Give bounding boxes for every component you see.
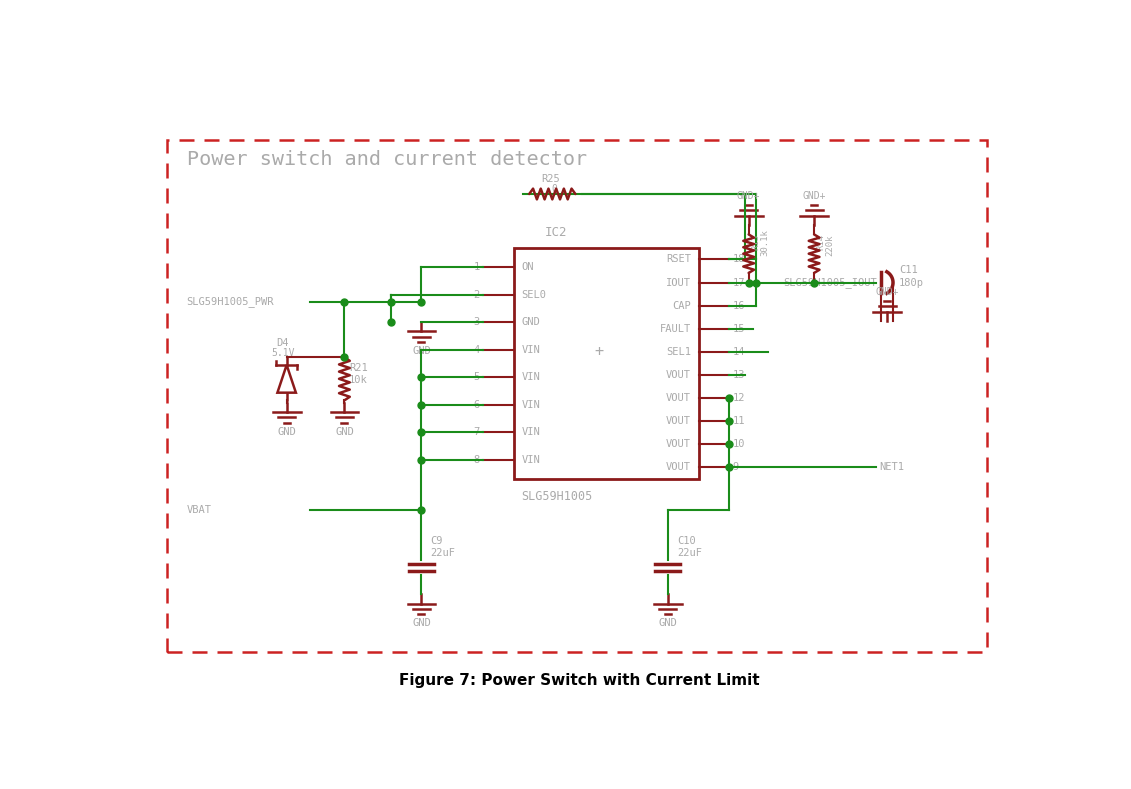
Text: IC2: IC2 [545,226,567,238]
Text: NET1: NET1 [880,462,905,473]
Text: 220k: 220k [826,234,835,256]
Text: VOUT: VOUT [666,393,691,403]
Text: 18: 18 [733,255,745,264]
Text: VIN: VIN [521,400,541,409]
Text: GND+: GND+ [737,191,760,201]
Text: FAULT: FAULT [659,323,691,334]
Text: +: + [594,344,603,359]
Text: GND: GND [521,317,541,327]
Text: 3: 3 [474,317,480,327]
Text: VOUT: VOUT [666,370,691,380]
Text: GND: GND [412,346,431,356]
Text: Power switch and current detector: Power switch and current detector [187,150,587,169]
Text: 6: 6 [474,400,480,409]
Text: D4: D4 [277,338,290,349]
Text: R21: R21 [349,363,368,373]
Text: 30.1k: 30.1k [760,229,769,256]
Text: 14: 14 [733,347,745,357]
Text: 16: 16 [733,301,745,311]
Text: C10: C10 [677,537,696,546]
Text: 7: 7 [474,427,480,437]
Text: 9: 9 [733,462,739,473]
Text: 15: 15 [733,323,745,334]
Text: 22uF: 22uF [431,548,456,558]
Text: 0: 0 [551,184,556,194]
Text: VOUT: VOUT [666,416,691,426]
Text: 10: 10 [733,439,745,449]
Text: 13: 13 [733,370,745,380]
Text: VIN: VIN [521,454,541,465]
Text: IOUT: IOUT [666,278,691,287]
Bar [513,248,699,479]
Text: R14: R14 [817,234,826,249]
Text: 11: 11 [733,416,745,426]
Text: RSET: RSET [666,255,691,264]
Text: 1: 1 [474,262,480,272]
Text: SEL0: SEL0 [521,290,546,300]
Text: GND: GND [277,427,296,436]
Text: VIN: VIN [521,427,541,437]
Text: Figure 7: Power Switch with Current Limit: Figure 7: Power Switch with Current Limi… [399,673,760,688]
Text: VOUT: VOUT [666,439,691,449]
Text: GND: GND [335,427,354,436]
Text: 4: 4 [474,345,480,355]
Text: 5.1V: 5.1V [271,348,294,357]
Text: 2: 2 [474,290,480,300]
Text: 5: 5 [474,372,480,382]
Text: GND+: GND+ [875,287,899,297]
Text: GND: GND [658,619,677,628]
Text: VIN: VIN [521,372,541,382]
Text: GND+: GND+ [802,191,826,201]
Text: SLG59H1005: SLG59H1005 [521,491,593,503]
Text: VOUT: VOUT [666,462,691,473]
Text: SLG59H1005_IOUT: SLG59H1005_IOUT [784,277,877,288]
Text: SEL1: SEL1 [666,347,691,357]
Text: GND: GND [412,619,431,628]
Text: VBAT: VBAT [187,505,211,514]
Text: 10k: 10k [349,375,368,385]
Text: ON: ON [521,262,534,272]
Text: C9: C9 [431,537,443,546]
Text: C11: C11 [899,265,917,275]
Text: 8: 8 [474,454,480,465]
Text: R13: R13 [751,234,760,249]
Text: CAP: CAP [672,301,691,311]
Text: 22uF: 22uF [677,548,702,558]
Bar [167,140,987,653]
Text: VIN: VIN [521,345,541,355]
Text: 17: 17 [733,278,745,287]
Text: SLG59H1005_PWR: SLG59H1005_PWR [187,297,274,307]
Text: 12: 12 [733,393,745,403]
Text: 180p: 180p [899,279,924,289]
Text: R25: R25 [541,174,560,185]
